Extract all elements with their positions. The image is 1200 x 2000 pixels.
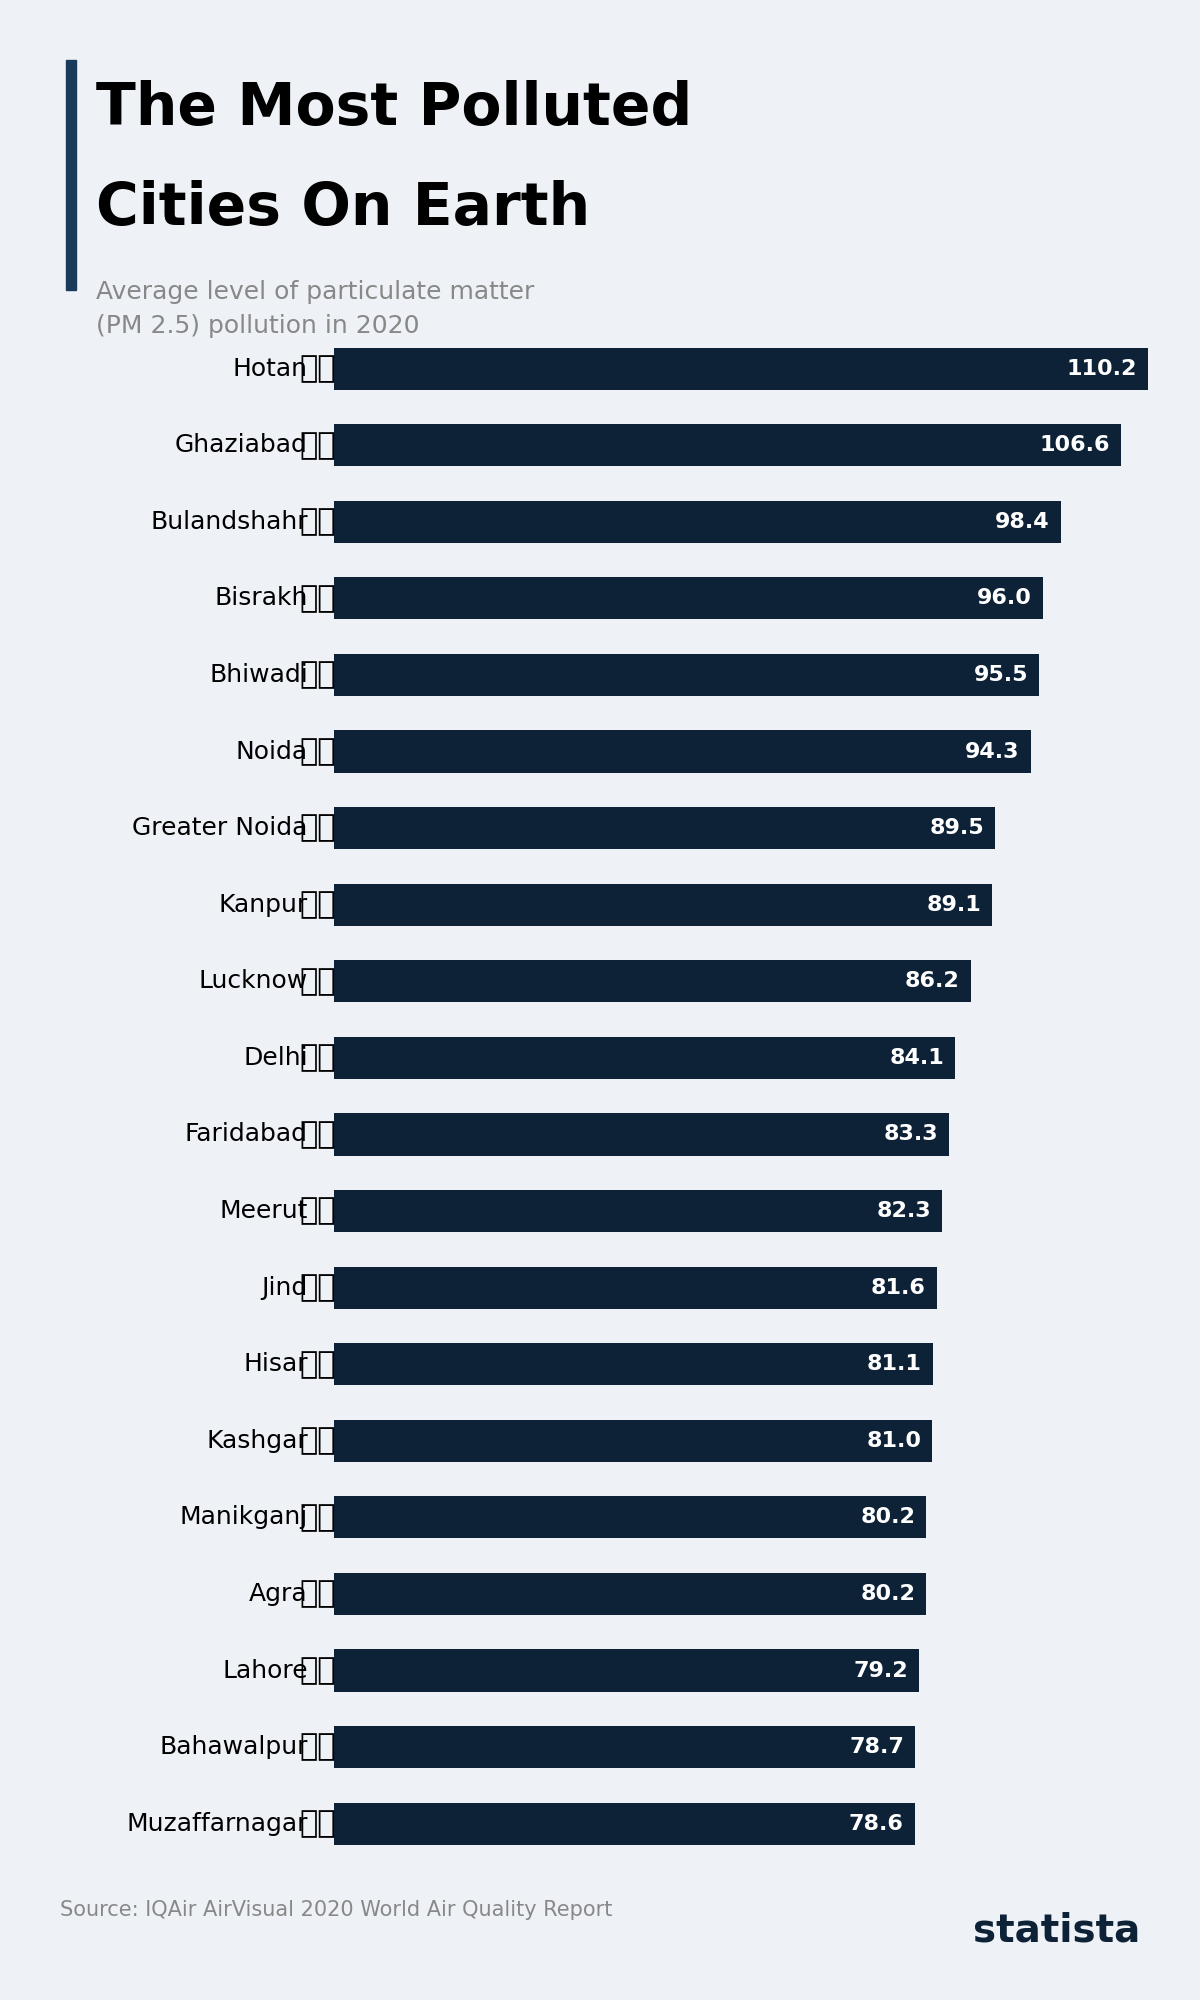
Text: 🇵🇰: 🇵🇰 — [299, 1656, 336, 1686]
Text: Agra: Agra — [250, 1582, 307, 1606]
Text: 🇮🇳: 🇮🇳 — [299, 738, 336, 766]
Bar — [334, 1036, 955, 1078]
Text: Kanpur: Kanpur — [218, 892, 307, 916]
Text: 🇮🇳: 🇮🇳 — [299, 814, 336, 842]
Text: Bahawalpur: Bahawalpur — [160, 1736, 307, 1760]
Text: 110.2: 110.2 — [1067, 358, 1136, 378]
Text: Noida: Noida — [235, 740, 307, 764]
Text: Faridabad: Faridabad — [185, 1122, 307, 1146]
Bar — [334, 730, 1031, 772]
Text: Jind: Jind — [262, 1276, 307, 1300]
Text: Greater Noida: Greater Noida — [132, 816, 307, 840]
Text: 🇮🇳: 🇮🇳 — [299, 890, 336, 920]
Bar — [334, 808, 995, 850]
Bar — [334, 884, 992, 926]
Text: Muzaffarnagar: Muzaffarnagar — [126, 1812, 307, 1836]
Bar — [334, 578, 1043, 620]
Text: 🇮🇳: 🇮🇳 — [299, 966, 336, 996]
Text: 89.1: 89.1 — [926, 894, 982, 914]
Bar — [334, 1114, 949, 1156]
Text: 🇮🇳: 🇮🇳 — [299, 1580, 336, 1608]
Text: 96.0: 96.0 — [977, 588, 1032, 608]
Bar — [334, 424, 1122, 466]
Text: Kashgar: Kashgar — [206, 1428, 307, 1452]
Text: 106.6: 106.6 — [1040, 436, 1110, 456]
Bar — [334, 1420, 932, 1462]
Text: Hisar: Hisar — [244, 1352, 307, 1376]
Text: 🇨🇳: 🇨🇳 — [299, 354, 336, 384]
Bar — [334, 1266, 937, 1308]
Text: Manikganj: Manikganj — [180, 1506, 307, 1530]
Text: Average level of particulate matter
(PM 2.5) pollution in 2020: Average level of particulate matter (PM … — [96, 280, 534, 338]
Bar — [334, 960, 971, 1002]
Text: Lucknow: Lucknow — [198, 970, 307, 994]
Bar — [334, 1344, 932, 1386]
Text: Cities On Earth: Cities On Earth — [96, 180, 590, 236]
Text: The Most Polluted: The Most Polluted — [96, 80, 692, 136]
Text: 78.7: 78.7 — [850, 1738, 904, 1758]
Text: 🇮🇳: 🇮🇳 — [299, 1196, 336, 1226]
Text: 81.6: 81.6 — [871, 1278, 925, 1298]
Text: 🇮🇳: 🇮🇳 — [299, 1044, 336, 1072]
Text: 🇮🇳: 🇮🇳 — [299, 584, 336, 612]
Text: Hotan: Hotan — [233, 356, 307, 380]
Text: 79.2: 79.2 — [853, 1660, 908, 1680]
Text: Lahore: Lahore — [222, 1658, 307, 1682]
Text: 🇮🇳: 🇮🇳 — [299, 1274, 336, 1302]
Bar — [334, 500, 1061, 542]
Text: Bulandshahr: Bulandshahr — [150, 510, 307, 534]
Bar — [334, 1190, 942, 1232]
Text: statista: statista — [973, 1912, 1140, 1950]
Bar — [334, 654, 1039, 696]
Text: 🇮🇳: 🇮🇳 — [299, 1350, 336, 1378]
Text: 83.3: 83.3 — [883, 1124, 938, 1144]
Text: Source: IQAir AirVisual 2020 World Air Quality Report: Source: IQAir AirVisual 2020 World Air Q… — [60, 1900, 612, 1920]
Text: 🇵🇰: 🇵🇰 — [299, 1732, 336, 1762]
Text: 🇮🇳: 🇮🇳 — [299, 1120, 336, 1148]
Text: 84.1: 84.1 — [889, 1048, 944, 1068]
Text: 81.1: 81.1 — [868, 1354, 922, 1374]
Text: 94.3: 94.3 — [965, 742, 1020, 762]
Text: 80.2: 80.2 — [860, 1508, 916, 1528]
Text: 81.0: 81.0 — [866, 1430, 922, 1450]
Text: Bhiwadi: Bhiwadi — [209, 662, 307, 686]
Text: 95.5: 95.5 — [974, 664, 1028, 684]
Text: Meerut: Meerut — [220, 1200, 307, 1224]
Bar — [334, 1802, 914, 1844]
Text: Ghaziabad: Ghaziabad — [175, 434, 307, 458]
Bar — [334, 1650, 919, 1692]
Text: 🇨🇳: 🇨🇳 — [299, 1426, 336, 1456]
Text: 🇮🇳: 🇮🇳 — [299, 660, 336, 690]
Text: 🇧🇩: 🇧🇩 — [299, 1502, 336, 1532]
Bar — [334, 1496, 926, 1538]
Text: Delhi: Delhi — [244, 1046, 307, 1070]
Text: 98.4: 98.4 — [995, 512, 1050, 532]
Bar — [334, 348, 1148, 390]
Text: 80.2: 80.2 — [860, 1584, 916, 1604]
Text: 🇮🇳: 🇮🇳 — [299, 508, 336, 536]
Text: 82.3: 82.3 — [876, 1202, 931, 1222]
Text: 89.5: 89.5 — [929, 818, 984, 838]
Text: 86.2: 86.2 — [905, 972, 960, 992]
Text: 78.6: 78.6 — [848, 1814, 904, 1834]
Bar — [334, 1726, 916, 1768]
Text: 🇮🇳: 🇮🇳 — [299, 430, 336, 460]
Text: 🇮🇳: 🇮🇳 — [299, 1810, 336, 1838]
Text: Bisrakh: Bisrakh — [215, 586, 307, 610]
Bar — [334, 1572, 926, 1616]
